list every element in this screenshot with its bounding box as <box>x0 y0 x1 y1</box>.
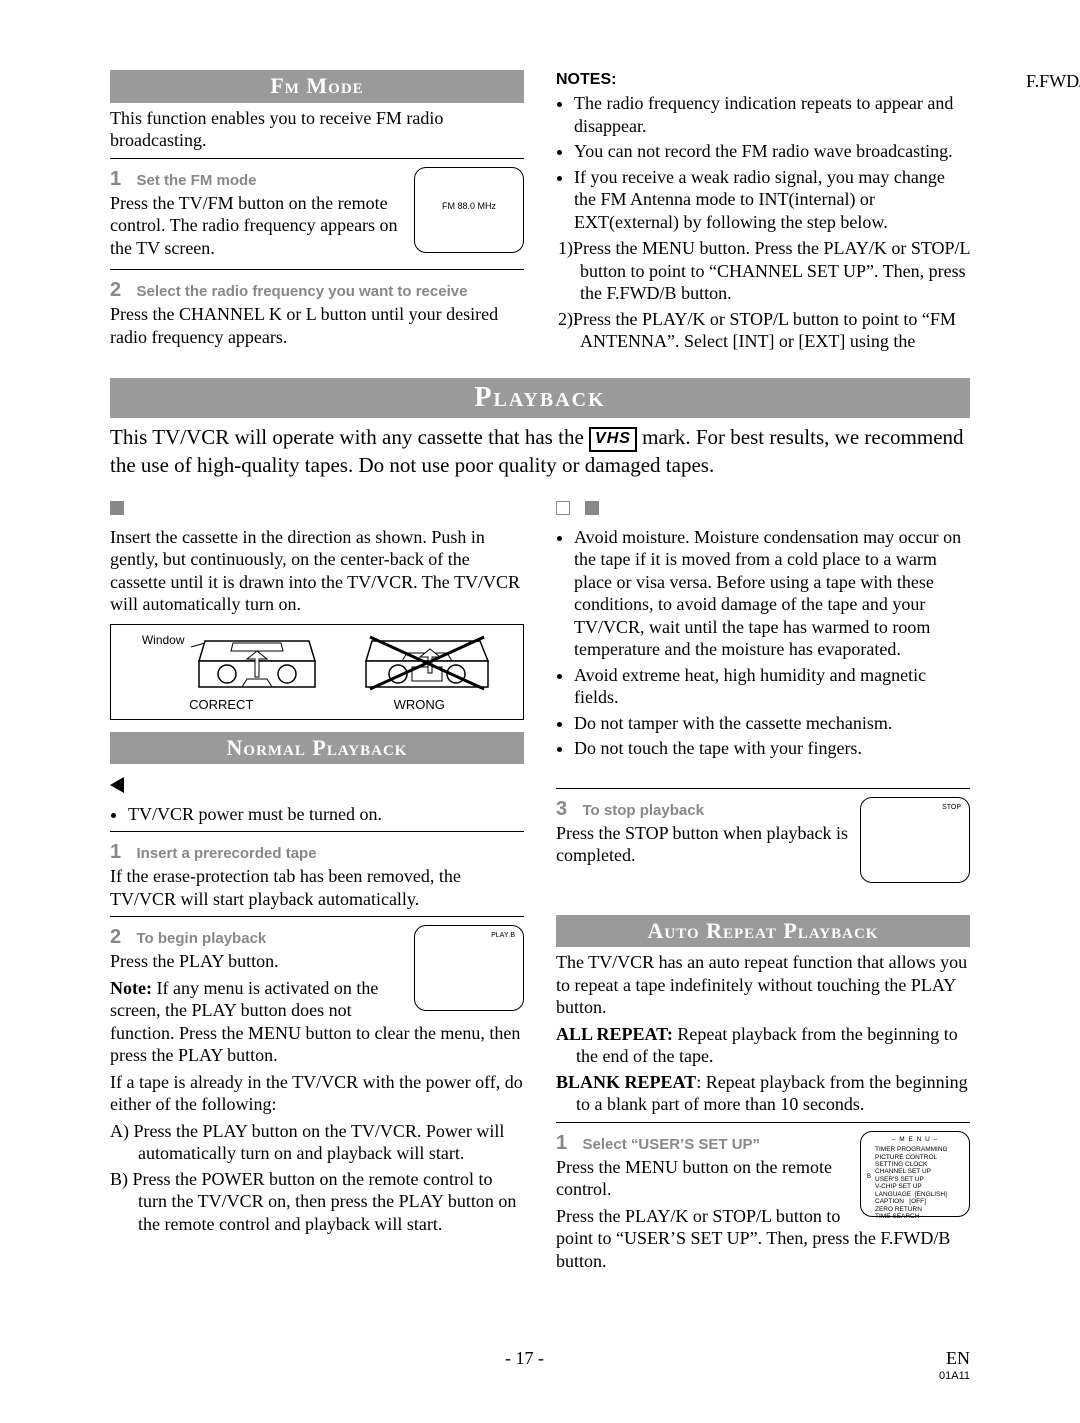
care-item: Do not touch the tape with your fingers. <box>574 737 970 760</box>
divider <box>110 158 524 159</box>
fm-step1: FM 88.0 MHz 1 Set the FM mode Press the … <box>110 167 524 264</box>
option-b: B) Press the POWER button on the remote … <box>110 1168 524 1236</box>
cassette-instructions: Insert the cassette in the direction as … <box>110 526 524 616</box>
playback-banner: Playback <box>110 378 970 418</box>
care-item: Avoid extreme heat, high humidity and ma… <box>574 664 970 709</box>
fm-mode-intro: This function enables you to receive FM … <box>110 107 524 152</box>
divider <box>556 1122 970 1123</box>
playback-intro-a: This TV/VCR will operate with any casset… <box>110 425 589 449</box>
normal-step1: 1 Insert a prerecorded tape If the erase… <box>110 840 524 910</box>
step-number: 1 <box>110 167 132 192</box>
section-marker-icon <box>556 501 570 515</box>
step-number: 1 <box>556 1131 578 1156</box>
note-item: If you receive a weak radio signal, you … <box>574 166 970 234</box>
tv-screen-stop-text: STOP <box>942 804 961 812</box>
step-number: 3 <box>556 797 578 822</box>
doc-code: 01A11 <box>939 1370 970 1384</box>
cassette-section: Insert the cassette in the direction as … <box>110 497 524 720</box>
auto-intro: The TV/VCR has an auto repeat function t… <box>556 951 970 1019</box>
auto-repeat-banner: Auto Repeat Playback <box>556 915 970 948</box>
step-body: Press the CHANNEL K or L button until yo… <box>110 303 524 348</box>
tape-care-section: Avoid moisture. Moisture condensation ma… <box>556 497 970 760</box>
tv-screen-fm: FM 88.0 MHz <box>414 167 524 253</box>
wrong-label: WRONG <box>394 697 445 713</box>
page-footer: - 17 - EN 01A11 <box>110 1347 970 1383</box>
step-title: To begin playback <box>137 930 267 947</box>
fm-mode-notes: NOTES: The radio frequency indication re… <box>556 70 1080 360</box>
step-title: Select “USER’S SET UP” <box>583 1136 761 1153</box>
section-marker-icon <box>585 501 599 515</box>
divider <box>110 269 524 270</box>
tv-screen-menu: – M E N U – B TIMER PROGRAMMING PICTURE … <box>860 1131 970 1217</box>
fm-step2: 2 Select the radio frequency you want to… <box>110 278 524 348</box>
step-title: To stop playback <box>583 802 704 819</box>
auto-step1: – M E N U – B TIMER PROGRAMMING PICTURE … <box>556 1131 970 1277</box>
fm-mode-banner: Fm Mode <box>110 70 524 103</box>
divider <box>110 831 524 832</box>
fm-mode-left: Fm Mode This function enables you to rec… <box>110 70 524 348</box>
fm-mode-columns: Fm Mode This function enables you to rec… <box>110 70 970 360</box>
correct-label: CORRECT <box>189 697 253 713</box>
cassette-correct: Window <box>142 633 317 693</box>
step-number: 1 <box>110 840 132 865</box>
note-label: Note: <box>110 978 152 998</box>
normal-step3: STOP 3 To stop playback Press the STOP b… <box>556 788 970 887</box>
cassette-wrong <box>362 633 492 693</box>
step-title: Select the radio frequency you want to r… <box>137 283 468 300</box>
tv-screen-play-text: PLAY B <box>491 932 515 940</box>
care-item: Avoid moisture. Moisture condensation ma… <box>574 526 970 661</box>
cassette-correct-icon <box>187 633 317 693</box>
vhs-badge: VHS <box>589 427 637 452</box>
tv-screen-stop: STOP <box>860 797 970 883</box>
notes-list: The radio frequency indication repeats t… <box>556 92 970 233</box>
divider <box>110 916 524 917</box>
step-title: Set the FM mode <box>137 172 257 189</box>
manual-page: Fm Mode This function enables you to rec… <box>0 0 1080 1423</box>
step2-para2: If a tape is already in the TV/VCR with … <box>110 1071 524 1116</box>
menu-items: TIMER PROGRAMMING PICTURE CONTROL SETTIN… <box>875 1146 948 1221</box>
care-item: Do not tamper with the cassette mechanis… <box>574 712 970 735</box>
tape-care-list: Avoid moisture. Moisture condensation ma… <box>556 526 970 760</box>
note-substep: 1)Press the MENU button. Press the PLAY/… <box>558 237 970 305</box>
all-repeat: ALL REPEAT: Repeat playback from the beg… <box>556 1023 970 1068</box>
auto-repeat-section: Auto Repeat Playback The TV/VCR has an a… <box>556 915 970 1277</box>
normal-playback-section: Normal Playback TV/VCR power must be tur… <box>110 732 524 1239</box>
page-number: - 17 - <box>505 1347 544 1383</box>
note-item: The radio frequency indication repeats t… <box>574 92 970 137</box>
normal-playback-banner: Normal Playback <box>110 732 524 765</box>
step-title: Insert a prerecorded tape <box>137 845 317 862</box>
tv-screen-fm-text: FM 88.0 MHz <box>415 201 523 211</box>
step-number: 2 <box>110 278 132 303</box>
option-a: A) Press the PLAY button on the TV/VCR. … <box>110 1120 524 1165</box>
lang-code: EN <box>939 1347 970 1370</box>
menu-title: – M E N U – <box>867 1136 963 1143</box>
precondition: TV/VCR power must be turned on. <box>128 803 524 826</box>
all-repeat-label: ALL REPEAT: <box>556 1024 673 1044</box>
tv-screen-play: PLAY B <box>414 925 524 1011</box>
playback-columns: Insert the cassette in the direction as … <box>110 497 970 1307</box>
blank-repeat: BLANK REPEAT: Repeat playback from the b… <box>556 1071 970 1116</box>
normal-step2: PLAY B 2 To begin playback Press the PLA… <box>110 925 524 1238</box>
note-item: You can not record the FM radio wave bro… <box>574 140 970 163</box>
step-body: If the erase-protection tab has been rem… <box>110 865 524 910</box>
divider <box>556 788 970 789</box>
window-label: Window <box>142 633 185 648</box>
notes-heading: NOTES: <box>556 70 970 90</box>
menu-marker: B <box>867 1174 871 1180</box>
blank-repeat-label: BLANK REPEAT <box>556 1072 696 1092</box>
playback-intro: This TV/VCR will operate with any casset… <box>110 424 970 479</box>
cassette-wrong-icon <box>362 633 492 693</box>
cassette-figure: Window <box>110 624 524 720</box>
step-number: 2 <box>110 925 132 950</box>
section-marker-icon <box>110 501 124 515</box>
precondition-icon <box>110 777 124 793</box>
